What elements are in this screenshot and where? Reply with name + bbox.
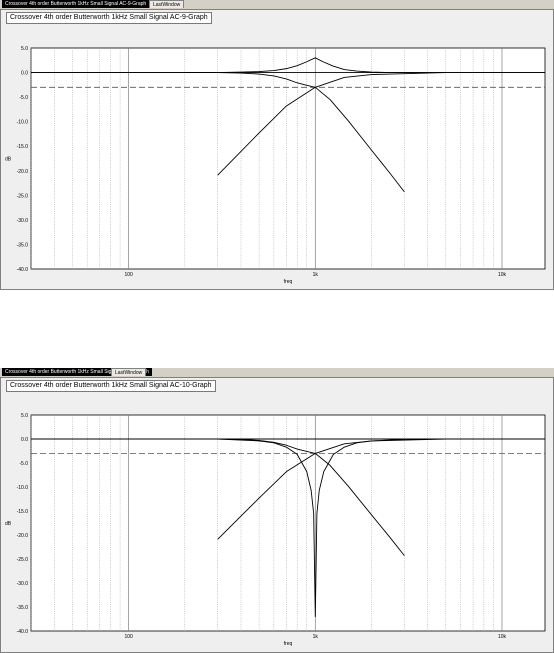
series-line-3 [217, 72, 545, 176]
y-tick-label: -35.0 [17, 605, 29, 611]
x-tick-label: 10k [498, 272, 507, 278]
tab-ac9-graph[interactable]: Crossover 4th order Butterworth 1kHz Sma… [2, 0, 150, 8]
series-line-2 [31, 438, 405, 556]
chart-ac9: 5.0 0.0 -5.0 -10.0 -15.0 -20.0 -25.0 -30.0 -35.0… [5, 46, 546, 285]
x-tick-label: 10k [498, 634, 507, 640]
graph-panel: Crossover 4th order Butterworth 1kHz Sma… [0, 9, 554, 290]
x-tick-label: 100 [124, 272, 133, 278]
y-tick-label: -20.0 [17, 533, 29, 539]
y-tick-label: 5.0 [21, 46, 28, 52]
grid [30, 415, 503, 631]
y-tick-label: -5.0 [19, 461, 28, 467]
y-tick-label: -20.0 [17, 169, 29, 175]
series-line-3 [217, 438, 545, 540]
tab-ac10-graph[interactable]: Crossover 4th order Butterworth 1kHz Sma… [2, 368, 152, 376]
y-tick-label: -5.0 [19, 95, 28, 101]
y-tick-label: -25.0 [17, 193, 29, 199]
chart-ac10: 5.0 0.0 -5.0 -10.0 -15.0 -20.0 -25.0 -30.0 -35.0… [5, 413, 546, 647]
grid [30, 48, 503, 269]
x-axis-label: freq [284, 641, 293, 647]
series-line-1 [217, 438, 413, 618]
chart-title: Crossover 4th order Butterworth 1kHz Sma… [6, 380, 216, 392]
y-tick-label: -25.0 [17, 557, 29, 563]
y-tick-label: -40.0 [17, 629, 29, 635]
plot-area [30, 414, 546, 632]
x-tick-label: 1k [313, 634, 319, 640]
x-tick-label: 1k [313, 272, 319, 278]
y-tick-label: -40.0 [17, 267, 29, 273]
y-tick-label: -15.0 [17, 509, 29, 515]
y-tick-label: -10.0 [17, 485, 29, 491]
graph-window-1: Crossover 4th order Butterworth 1kHz Sma… [0, 0, 554, 290]
y-tick-label: -30.0 [17, 581, 29, 587]
y-tick-label: -30.0 [17, 218, 29, 224]
series-line-1 [184, 57, 446, 74]
y-tick-label: -10.0 [17, 120, 29, 126]
graph-panel: Crossover 4th order Butterworth 1kHz Sma… [0, 377, 554, 653]
y-tick-label: 0.0 [21, 71, 28, 77]
tab-last-window[interactable]: LastWindow [111, 368, 147, 376]
y-axis-label: dB [5, 157, 12, 163]
series-line-2 [31, 72, 405, 193]
graph-window-2: Crossover 4th order Butterworth 1kHz Sma… [0, 368, 554, 653]
y-tick-label: -15.0 [17, 144, 29, 150]
x-tick-label: 100 [124, 634, 133, 640]
y-axis-label: dB [5, 521, 12, 527]
chart-title: Crossover 4th order Butterworth 1kHz Sma… [6, 12, 212, 24]
y-tick-label: -35.0 [17, 242, 29, 248]
x-axis-label: freq [284, 279, 293, 285]
y-tick-label: 5.0 [21, 413, 28, 419]
y-tick-label: 0.0 [21, 437, 28, 443]
tab-last-window[interactable]: LastWindow [149, 0, 185, 8]
plot-area [30, 47, 546, 270]
